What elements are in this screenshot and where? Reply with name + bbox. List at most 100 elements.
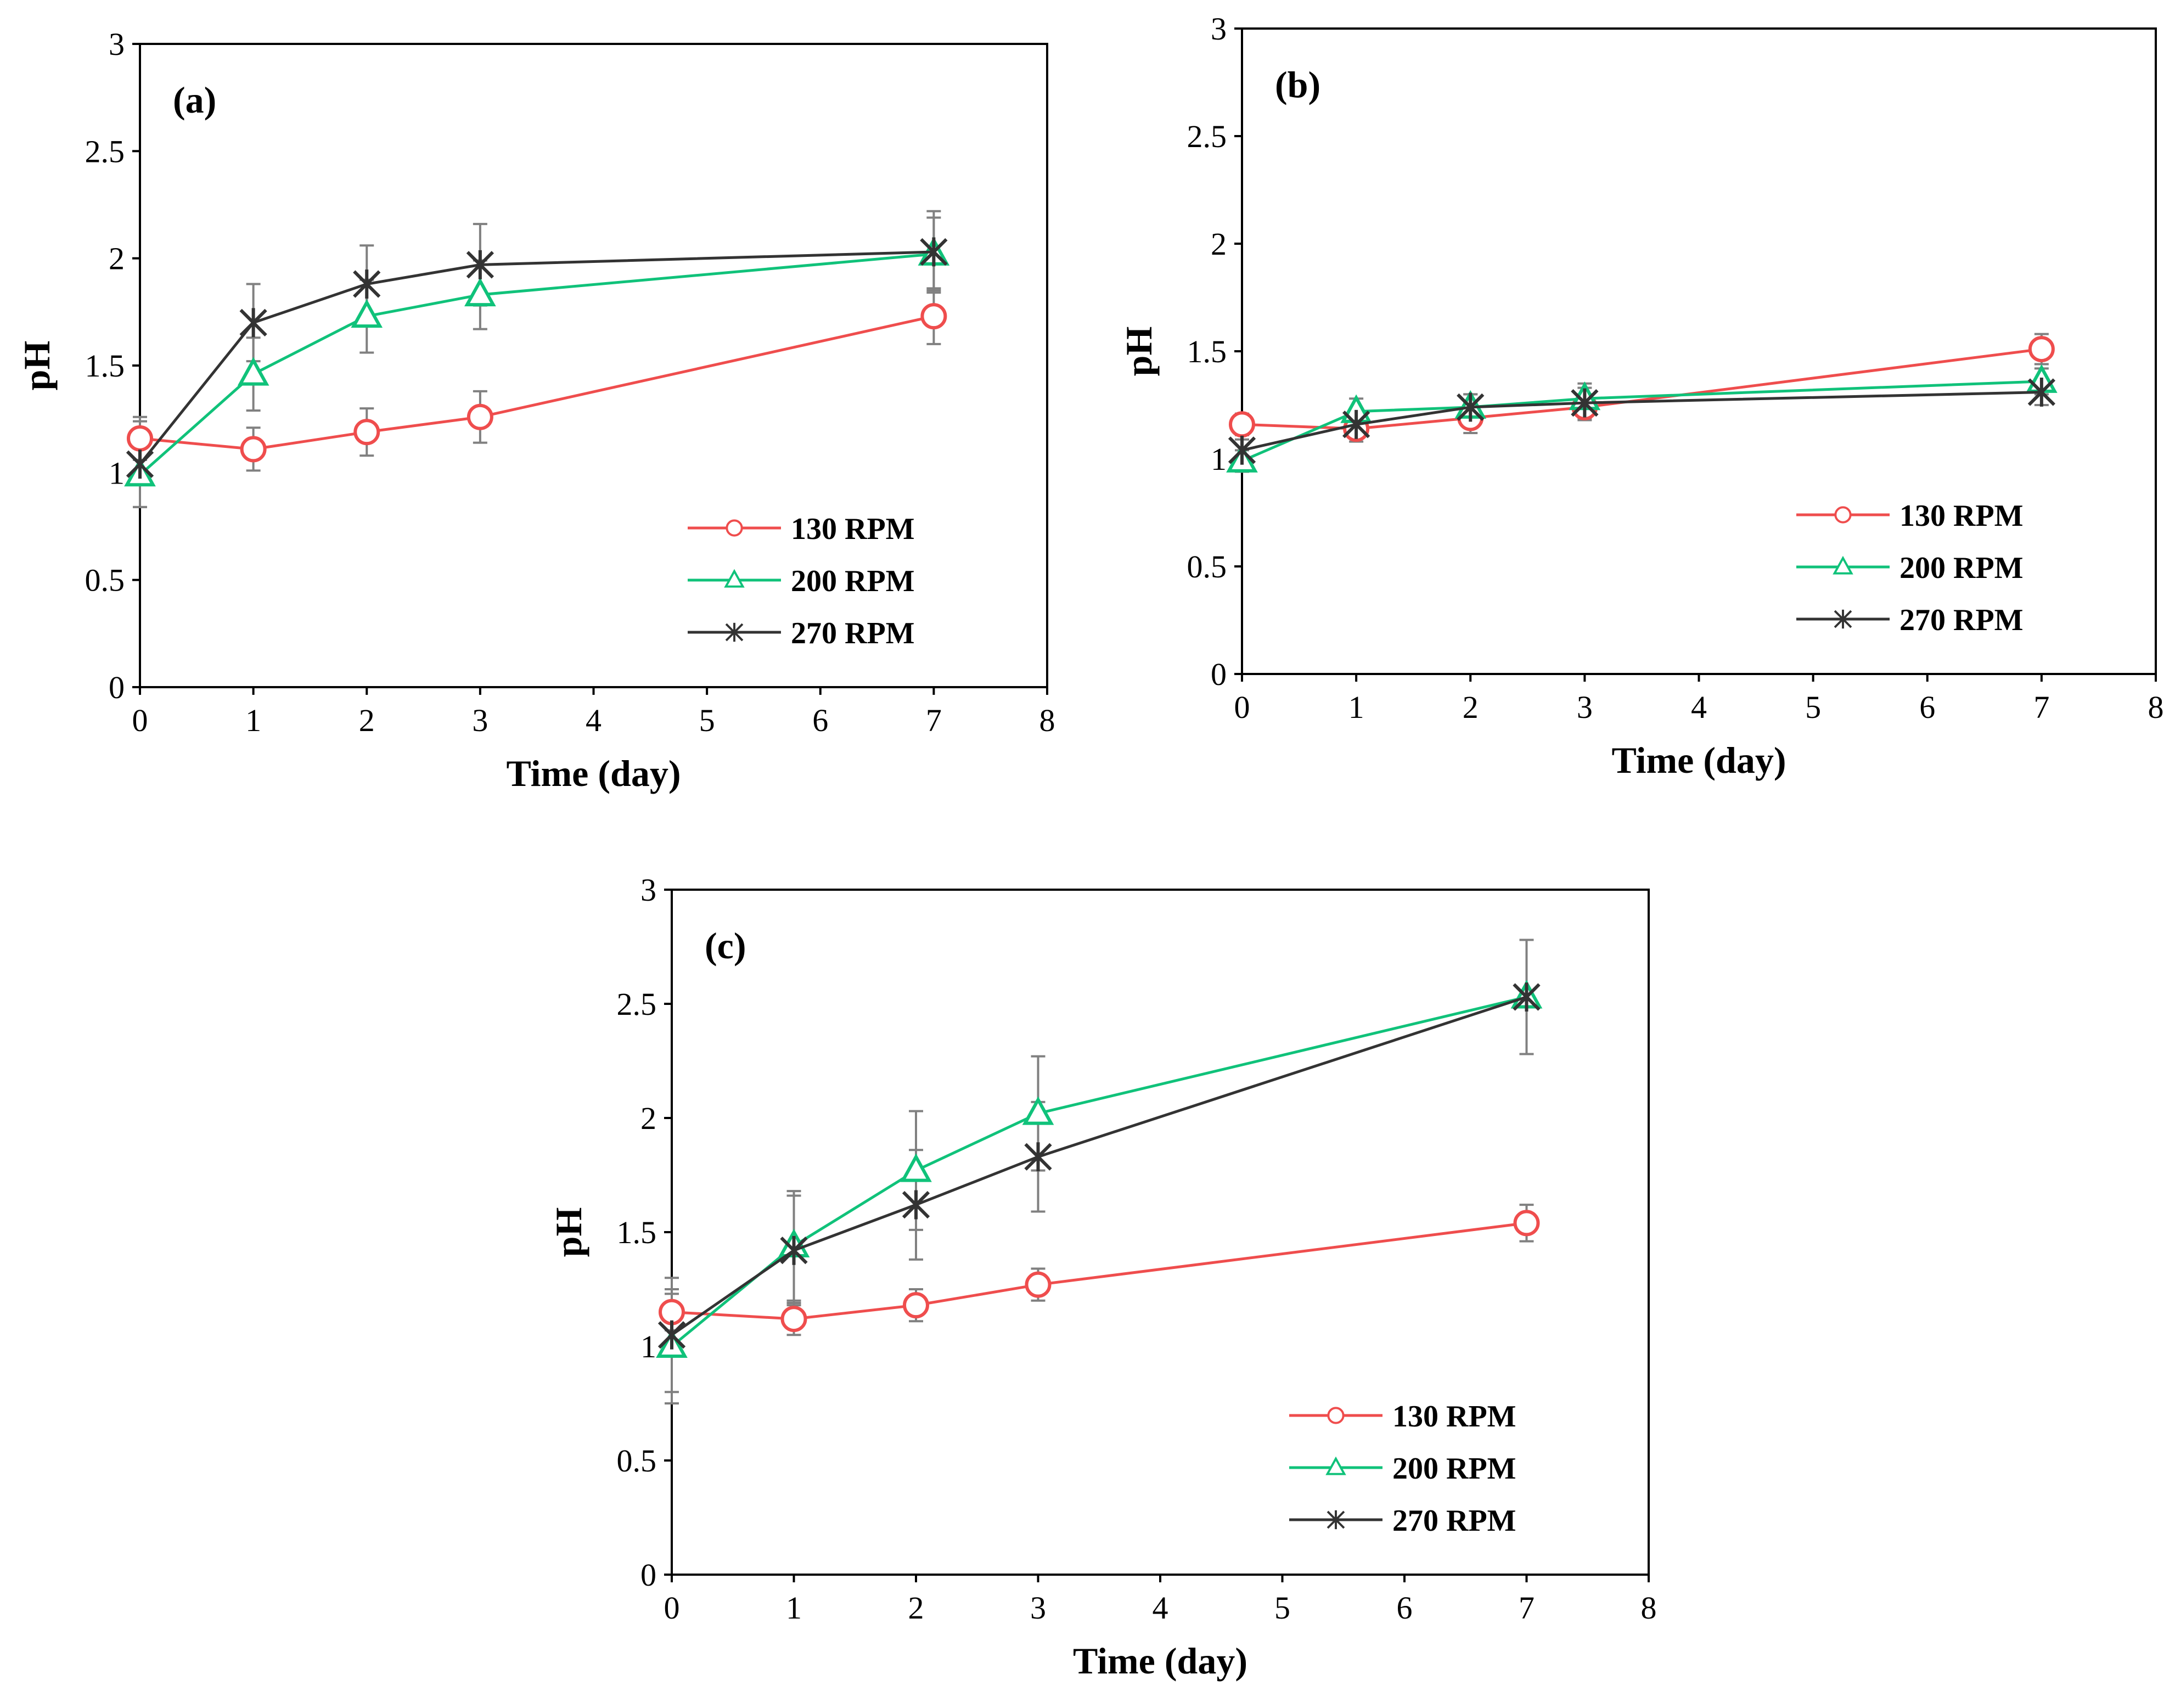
y-tick-label: 2.5 [617, 986, 657, 1022]
data-point-130-rpm-shape [920, 303, 947, 330]
y-axis-title: pH [16, 341, 58, 391]
legend-swatch-marker [1834, 506, 1852, 524]
data-point-270-rpm [2027, 378, 2055, 407]
y-tick-label: 2.5 [1187, 119, 1227, 154]
data-point-130-rpm [903, 1292, 929, 1319]
x-tick-label: 8 [2148, 689, 2164, 725]
x-tick-label: 1 [245, 703, 261, 738]
data-point-130-rpm-shape [240, 436, 267, 463]
data-point-130-rpm [467, 403, 493, 430]
data-point-130-rpm [240, 436, 267, 463]
series-line-270-rpm [671, 996, 1527, 1336]
legend-marker-130-rpm-shape [1834, 506, 1852, 524]
data-point-130-rpm [353, 419, 380, 446]
data-point-130-rpm-shape [353, 419, 380, 446]
legend-item-200-rpm: 200 RPM [1796, 551, 2024, 585]
x-tick-label: 4 [1691, 689, 1707, 725]
y-axis-title: pH [548, 1207, 589, 1257]
x-tick-label: 2 [908, 1590, 924, 1626]
y-tick-label: 0.5 [617, 1443, 657, 1479]
x-tick-label: 5 [1805, 689, 1821, 725]
data-point-270-rpm [1571, 388, 1599, 418]
data-point-130-rpm-shape [467, 403, 493, 430]
y-tick-label: 1.5 [1187, 334, 1227, 369]
x-tick-label: 1 [786, 1590, 802, 1626]
x-axis-title: Time (day) [1612, 739, 1786, 781]
data-point-200-rpm [1022, 1096, 1054, 1125]
legend-item-270-rpm: 270 RPM [688, 616, 915, 650]
y-axis-title: pH [1118, 327, 1160, 377]
x-tick-label: 6 [812, 703, 828, 738]
data-point-130-rpm-shape [127, 425, 153, 452]
panel-c: 0 0.5 1 1.5 2 2.5 3 0 1 2 3 4 5 6 7 8 Time (day) pH (c) 130… [548, 872, 1657, 1682]
legend-swatch-marker [1834, 609, 1852, 629]
legend-marker-130-rpm [1834, 506, 1852, 524]
y-tick-label: 2 [109, 241, 125, 277]
legend-swatch-marker [726, 519, 743, 537]
data-point-130-rpm-shape [1025, 1271, 1052, 1298]
data-point-130-rpm-shape [1229, 411, 1255, 438]
x-tick-label: 6 [1397, 1590, 1413, 1626]
x-tick-label: 0 [1234, 689, 1250, 725]
legend-marker-200-rpm-shape [724, 569, 745, 588]
x-tick-label: 3 [472, 703, 488, 738]
x-tick-label: 3 [1577, 689, 1593, 725]
x-tick-label: 4 [1153, 1590, 1168, 1626]
data-point-130-rpm-shape [659, 1299, 685, 1325]
legend-swatch-marker [1325, 1456, 1346, 1475]
legend-swatch-marker [724, 569, 745, 588]
y-tick-label: 0.5 [85, 563, 125, 598]
x-axis-title: Time (day) [507, 752, 681, 794]
x-tick-label: 8 [1039, 703, 1055, 738]
data-point-200-rpm-shape [464, 277, 496, 307]
data-point-200-rpm-shape [351, 299, 383, 328]
x-tick-label: 0 [132, 703, 148, 738]
legend-label: 270 RPM [1392, 1504, 1516, 1538]
legend-item-270-rpm: 270 RPM [1289, 1504, 1516, 1538]
y-tick-label: 3 [1211, 11, 1227, 47]
data-point-130-rpm [2028, 336, 2055, 363]
x-tick-label: 5 [699, 703, 715, 738]
x-tick-label: 2 [359, 703, 375, 738]
data-point-200-rpm [900, 1153, 932, 1182]
x-axis-title: Time (day) [1073, 1640, 1247, 1682]
legend-marker-270-rpm [1327, 1510, 1345, 1530]
legend: 130 RPM 200 RPM 270 RPM [688, 512, 915, 650]
data-point-270-rpm [780, 1235, 808, 1265]
legend-label: 270 RPM [791, 616, 915, 650]
x-tick-label: 2 [1463, 689, 1479, 725]
legend-label: 200 RPM [791, 564, 915, 598]
legend-marker-270-rpm [1834, 609, 1852, 629]
data-point-130-rpm-shape [2028, 336, 2055, 363]
data-point-200-rpm-shape [900, 1153, 932, 1182]
legend: 130 RPM 200 RPM 270 RPM [1289, 1400, 1516, 1538]
data-point-130-rpm [1513, 1210, 1540, 1237]
data-point-200-rpm [464, 277, 496, 307]
legend-item-130-rpm: 130 RPM [1289, 1400, 1516, 1434]
legend-swatch-marker [1327, 1407, 1345, 1424]
y-tick-label: 1 [109, 455, 125, 491]
x-tick-label: 1 [1348, 689, 1364, 725]
y-tick-label: 0.5 [1187, 549, 1227, 585]
legend-marker-200-rpm-shape [1833, 555, 1853, 575]
legend-marker-200-rpm [1833, 555, 1853, 575]
legend-label: 130 RPM [1899, 499, 2024, 533]
legend-item-130-rpm: 130 RPM [688, 512, 915, 546]
legend-marker-200-rpm [1325, 1456, 1346, 1475]
data-point-270-rpm [902, 1190, 930, 1220]
panel-label: (a) [173, 79, 216, 121]
data-point-130-rpm [127, 425, 153, 452]
data-point-130-rpm [1229, 411, 1255, 438]
legend-marker-130-rpm-shape [1327, 1407, 1345, 1424]
panel-a: 0 0.5 1 1.5 2 2.5 3 0 1 2 3 4 5 6 7 8 Time (day) pH (a) 130… [16, 26, 1055, 794]
data-point-130-rpm-shape [1513, 1210, 1540, 1237]
legend-label: 270 RPM [1899, 603, 2024, 637]
legend-label: 130 RPM [1392, 1400, 1516, 1434]
data-point-270-rpm [353, 269, 381, 299]
legend-item-200-rpm: 200 RPM [688, 564, 915, 598]
legend: 130 RPM 200 RPM 270 RPM [1796, 499, 2024, 637]
data-point-130-rpm [780, 1306, 807, 1333]
x-tick-label: 3 [1030, 1590, 1046, 1626]
y-tick-label: 2 [640, 1100, 656, 1136]
legend-label: 200 RPM [1899, 551, 2024, 585]
